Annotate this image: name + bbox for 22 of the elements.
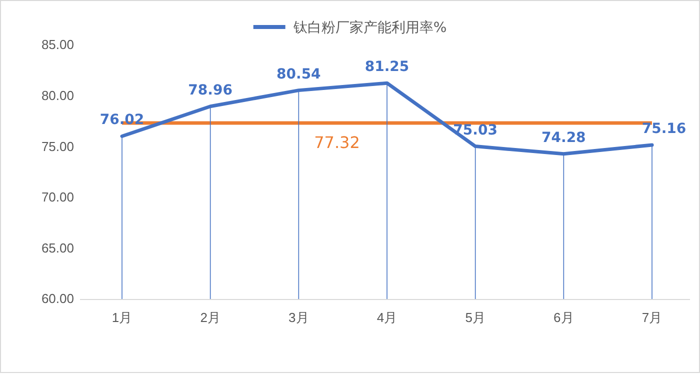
- x-tick-label: 1月: [112, 310, 132, 326]
- data-label: 80.54: [276, 66, 322, 82]
- x-tick-label: 5月: [465, 310, 486, 326]
- y-tick-label: 65.00: [41, 240, 74, 256]
- data-label: 76.02: [100, 112, 144, 128]
- data-label: 74.28: [542, 130, 586, 146]
- x-tick-label: 3月: [288, 310, 309, 326]
- x-tick-label: 7月: [642, 310, 662, 326]
- ref-line-label: 77.32: [314, 133, 360, 152]
- y-tick-label: 60.00: [41, 291, 74, 306]
- data-label: 78.96: [188, 82, 232, 98]
- data-label: 75.16: [642, 120, 686, 137]
- y-tick-label: 80.00: [41, 88, 74, 103]
- y-tick-label: 75.00: [41, 138, 74, 154]
- y-tick-label: 85.00: [41, 37, 74, 52]
- x-tick-label: 4月: [376, 310, 398, 326]
- x-tick-label: 6月: [554, 310, 574, 326]
- y-tick-label: 70.00: [41, 190, 74, 205]
- data-label: 81.25: [364, 59, 410, 76]
- legend-label: 钛白粉厂家产能利用率%: [292, 20, 447, 36]
- data-label: 75.03: [453, 122, 498, 138]
- x-tick-label: 2月: [200, 310, 220, 326]
